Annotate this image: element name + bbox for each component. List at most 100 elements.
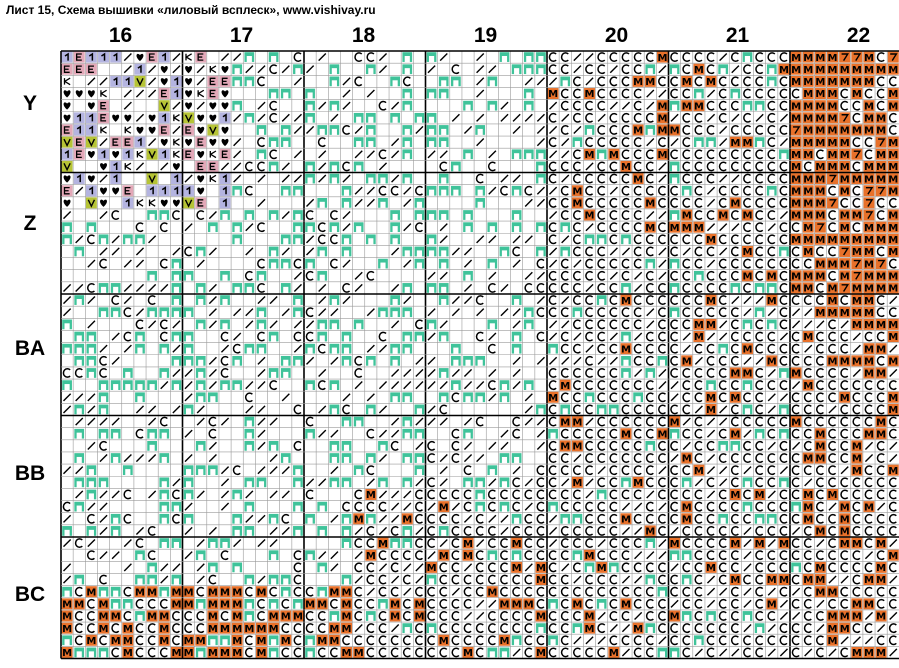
c-stitch-symbol: [585, 380, 594, 391]
c-stitch-symbol: [645, 611, 654, 621]
green-stitch-notch: [477, 481, 483, 488]
c-stitch-symbol: [366, 574, 375, 585]
green-stitch-notch: [307, 92, 313, 99]
diagonal-stroke: [342, 259, 351, 268]
m-stitch-symbol: M: [694, 101, 704, 112]
c-stitch-symbol: [767, 562, 776, 573]
orange-stitch-cell: [693, 464, 705, 476]
diagonal-stroke: [427, 271, 436, 280]
c-stitch-symbol: [767, 465, 776, 476]
c-stitch-symbol: [415, 550, 424, 561]
diagonal-stroke: [889, 611, 898, 621]
c-stitch-symbol: [585, 137, 594, 148]
c-stitch-symbol: [609, 282, 618, 293]
e-stitch-symbol: [197, 138, 204, 146]
green-stitch-notch: [173, 286, 179, 293]
green-stitch-notch: [283, 189, 289, 196]
green-stitch-notch: [307, 165, 313, 172]
green-stitch-notch: [319, 566, 325, 573]
c-stitch-symbol: [718, 76, 727, 87]
k-stitch-symbol: [148, 199, 156, 207]
diagonal-stroke: [767, 441, 776, 450]
one-stitch-symbol: [101, 149, 106, 158]
c-stitch-symbol: [305, 270, 314, 281]
diagonal-stroke: [549, 259, 558, 268]
heart-stitch-symbol: [197, 114, 205, 122]
diagonal-stroke: [342, 223, 351, 232]
green-stitch-notch: [599, 153, 605, 160]
green-stitch-notch: [76, 481, 82, 488]
m-stitch-symbol: M: [694, 320, 704, 331]
c-stitch-symbol: [123, 489, 132, 500]
green-stitch-notch: [234, 359, 240, 366]
c-stitch-symbol: [803, 440, 812, 451]
m-stitch-symbol: M: [718, 211, 728, 222]
green-stitch-notch: [88, 226, 94, 233]
m-stitch-symbol: M: [730, 138, 740, 149]
green-stitch-notch: [562, 250, 568, 257]
green-stitch-notch: [757, 432, 763, 439]
green-stitch-notch: [198, 602, 204, 609]
green-stitch-notch: [392, 542, 398, 549]
c-stitch-symbol: [876, 392, 885, 403]
orange-stitch-cell: [438, 634, 450, 646]
c-stitch-symbol: [791, 222, 800, 233]
c-stitch-symbol: [633, 647, 642, 658]
diagonal-stroke: [779, 393, 788, 402]
c-stitch-symbol: [597, 440, 606, 451]
green-stitch-notch: [538, 153, 544, 160]
heart-stitch-symbol: [112, 187, 120, 195]
c-stitch-symbol: [633, 343, 642, 354]
orange-stitch-cell: [863, 355, 875, 367]
green-stitch-notch: [404, 432, 410, 439]
c-stitch-symbol: [220, 331, 229, 342]
c-stitch-symbol: [828, 270, 837, 281]
c-stitch-symbol: [123, 307, 132, 318]
green-stitch-notch: [769, 323, 775, 330]
orange-stitch-cell: [98, 622, 109, 634]
diagonal-stroke: [245, 514, 254, 523]
c-stitch-symbol: [888, 635, 897, 646]
green-stitch-notch: [319, 590, 325, 597]
diagonal-stroke: [123, 259, 132, 268]
orange-stitch-cell: [863, 100, 875, 112]
diagonal-stroke: [172, 320, 181, 329]
c-stitch-symbol: [670, 465, 679, 476]
diagonal-stroke: [512, 113, 521, 122]
c-stitch-symbol: [658, 185, 667, 196]
green-stitch-notch: [623, 481, 629, 488]
orange-stitch-cell: [559, 440, 571, 452]
green-stitch-notch: [234, 517, 240, 524]
orange-stitch-cell: [839, 221, 851, 233]
orange-stitch-cell: [827, 233, 838, 245]
c-stitch-symbol: [779, 562, 788, 573]
diagonal-stroke: [257, 174, 266, 183]
m-stitch-symbol: M: [439, 636, 449, 647]
green-stitch-notch: [368, 141, 374, 148]
diagonal-stroke: [257, 575, 266, 584]
orange-stitch-cell: [851, 355, 863, 367]
orange-stitch-cell: [851, 452, 863, 464]
c-stitch-symbol: [585, 331, 594, 342]
m-stitch-symbol: M: [828, 624, 838, 635]
lavender-stitch-cell: [98, 51, 109, 63]
m-stitch-symbol: M: [888, 247, 898, 258]
c-stitch-symbol: [572, 647, 581, 658]
orange-stitch-cell: [875, 343, 887, 355]
m-stitch-symbol: M: [730, 393, 740, 404]
m-stitch-symbol: M: [888, 150, 898, 161]
m-stitch-symbol: M: [657, 126, 667, 137]
c-stitch-symbol: [451, 453, 460, 463]
c-stitch-symbol: [828, 380, 837, 391]
m-stitch-symbol: M: [864, 77, 874, 88]
orange-stitch-cell: [827, 355, 838, 367]
c-stitch-symbol: [585, 404, 594, 415]
green-stitch-notch: [429, 627, 435, 634]
c-stitch-symbol: [864, 489, 873, 500]
m-stitch-symbol: M: [791, 235, 801, 246]
green-stitch-notch: [271, 165, 277, 172]
c-stitch-symbol: [597, 428, 606, 439]
c-stitch-symbol: [767, 343, 776, 354]
diagonal-stroke: [731, 174, 740, 183]
orange-stitch-cell: [681, 355, 693, 367]
